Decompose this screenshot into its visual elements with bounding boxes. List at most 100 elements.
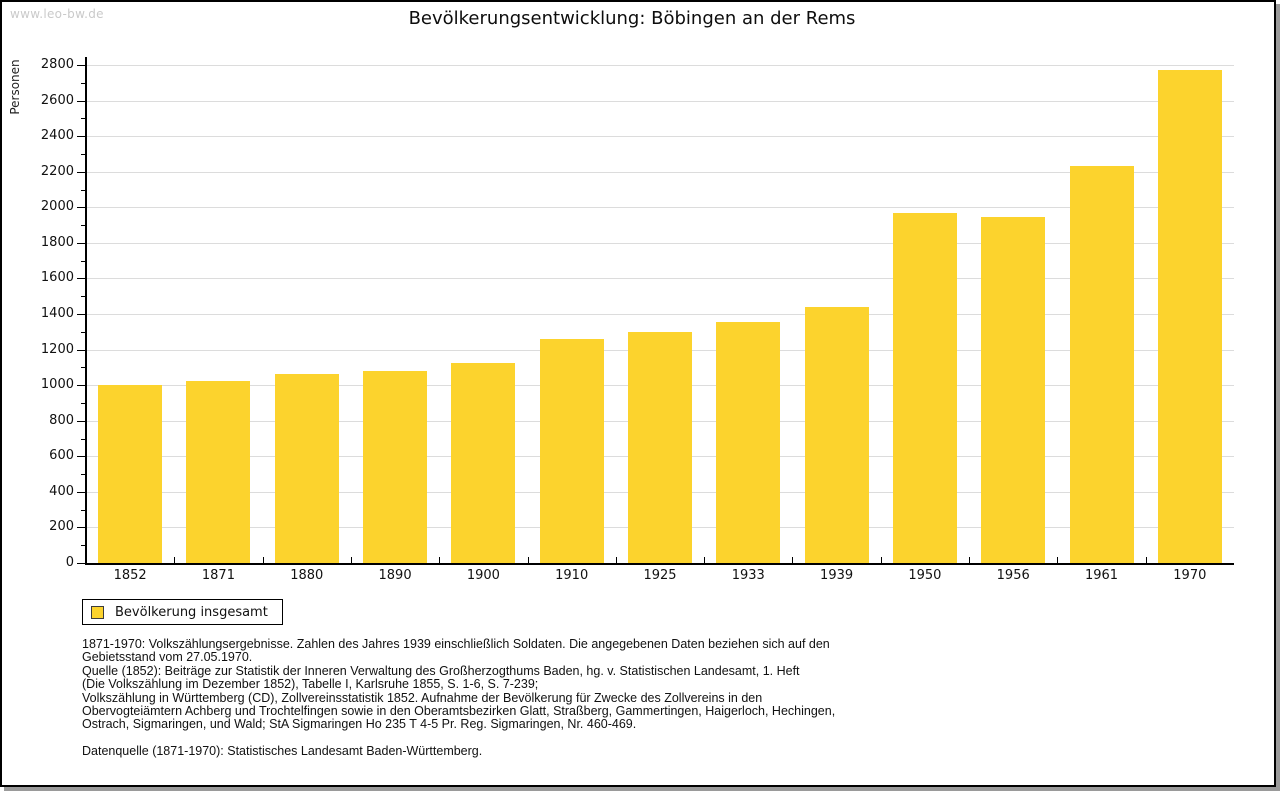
x-boundary-tick: [792, 557, 794, 563]
y-tick-label: 400: [49, 483, 74, 499]
x-tick-label-1933: 1933: [731, 568, 765, 583]
x-axis-labels: 1852 1871 1880 1890 1900 1910 1925 1933 1939 1950…: [86, 568, 1234, 586]
y-tick-label: 600: [49, 448, 74, 464]
bar-1970: [1157, 70, 1222, 563]
y-major-tick: [77, 491, 86, 493]
footnote-line: (Die Volkszählung im Dezember 1852), Tab…: [82, 677, 539, 692]
y-major-tick: [77, 563, 86, 564]
y-major-tick: [77, 456, 86, 458]
bar-1950: [892, 212, 957, 563]
x-boundary-tick: [262, 557, 264, 563]
y-tick-label: 800: [49, 412, 74, 428]
bar-1961: [1069, 166, 1134, 563]
gridline-1600: [86, 278, 1234, 280]
y-major-tick: [77, 278, 86, 280]
y-minor-tick: [81, 474, 86, 476]
x-tick-label-1880: 1880: [290, 568, 324, 583]
footnote-line: Ostrach, Sigmaringen, und Wald; StA Sigm…: [82, 717, 637, 732]
x-tick-label-1956: 1956: [996, 568, 1030, 583]
y-major-tick: [77, 207, 86, 209]
y-minor-tick: [81, 367, 86, 369]
y-minor-tick: [81, 331, 86, 333]
x-tick-label-1852: 1852: [113, 568, 147, 583]
legend-label: Bevölkerung insgesamt: [115, 604, 268, 620]
x-tick-label-1970: 1970: [1173, 568, 1207, 583]
gridline-1800: [86, 242, 1234, 244]
y-major-tick: [77, 314, 86, 315]
bar-1910: [539, 338, 604, 563]
footnote-line: Gebietsstand vom 27.05.1970.: [82, 650, 253, 665]
y-minor-tick: [81, 189, 86, 191]
gridline-2000: [86, 207, 1234, 209]
x-boundary-tick: [880, 557, 882, 563]
y-major-tick: [77, 136, 86, 138]
y-tick-label: 1400: [40, 306, 74, 321]
bar-1900: [451, 362, 516, 563]
y-major-tick: [77, 527, 86, 529]
y-major-tick: [77, 385, 86, 387]
gridline-1400: [86, 314, 1234, 315]
y-tick-label: 1800: [40, 234, 74, 250]
bar-1852: [98, 385, 163, 563]
y-minor-tick: [81, 118, 86, 120]
x-boundary-tick: [350, 557, 352, 563]
y-minor-tick: [81, 438, 86, 440]
footnote-line: 1871-1970: Volkszählungsergebnisse. Zahl…: [82, 637, 830, 651]
y-tick-label: 1600: [40, 270, 74, 286]
y-axis-line: [85, 57, 87, 565]
bar-1956: [981, 217, 1046, 563]
x-tick-label-1900: 1900: [466, 568, 500, 583]
x-boundary-tick: [439, 557, 441, 563]
x-tick-label-1961: 1961: [1084, 568, 1119, 583]
y-minor-tick: [81, 402, 86, 404]
datasource-note: Datenquelle (1871-1970): Statistisches L…: [82, 743, 483, 758]
bar-1871: [186, 380, 251, 563]
y-tick-label: 2800: [40, 57, 74, 72]
y-axis: 0 200 400 600 800 1000 1200 1400 1600 1800 2000 220…: [2, 57, 86, 570]
x-tick-label-1910: 1910: [555, 568, 589, 583]
y-major-tick: [77, 65, 86, 66]
y-major-tick: [77, 171, 86, 173]
bar-1925: [628, 331, 692, 563]
footnotes: 1871-1970: Volkszählungsergebnisse. Zahl…: [82, 637, 1212, 758]
x-boundary-tick: [704, 557, 706, 563]
x-tick-label-1950: 1950: [908, 568, 942, 583]
y-major-tick: [77, 420, 86, 422]
x-boundary-tick: [615, 557, 617, 563]
y-tick-label: 2600: [40, 92, 74, 108]
x-boundary-tick: [1057, 557, 1059, 563]
y-minor-tick: [81, 545, 86, 547]
y-tick-label: 2200: [40, 163, 74, 179]
gridline-2200: [86, 171, 1234, 173]
x-boundary-tick: [527, 557, 529, 563]
footnote-line: Quelle (1852): Beiträge zur Statistik de…: [82, 663, 800, 678]
y-tick-label: 1200: [40, 341, 74, 357]
legend-swatch: [91, 605, 104, 619]
y-major-tick: [77, 100, 86, 102]
x-boundary-tick: [969, 557, 971, 563]
x-tick-label-1871: 1871: [201, 568, 235, 583]
footnote-line: Volkszählung in Württemberg (CD), Zollve…: [82, 690, 763, 705]
y-tick-label: 0: [65, 555, 74, 570]
y-minor-tick: [81, 509, 86, 511]
y-major-tick: [77, 349, 86, 351]
x-tick-label-1925: 1925: [643, 568, 677, 583]
footnote-line: Obervogteiämtern Achberg und Trochtelfin…: [82, 704, 836, 719]
bar-1890: [363, 370, 428, 563]
legend: Bevölkerung insgesamt: [82, 599, 283, 625]
y-minor-tick: [81, 296, 86, 298]
y-tick-label: 200: [49, 519, 74, 535]
y-minor-tick: [81, 153, 86, 155]
y-tick-label: 1000: [40, 377, 74, 393]
bar-1933: [716, 322, 781, 563]
plot-area: [86, 57, 1234, 563]
watermark: www.leo-bw.de: [10, 7, 104, 21]
x-boundary-tick: [174, 557, 176, 563]
bar-1939: [804, 306, 869, 563]
y-minor-tick: [81, 260, 86, 262]
bar-1880: [274, 373, 339, 563]
x-axis-line: [86, 563, 1234, 565]
gridline-2600: [86, 100, 1234, 102]
y-tick-label: 2000: [40, 199, 74, 215]
y-tick-label: 2400: [40, 128, 74, 144]
